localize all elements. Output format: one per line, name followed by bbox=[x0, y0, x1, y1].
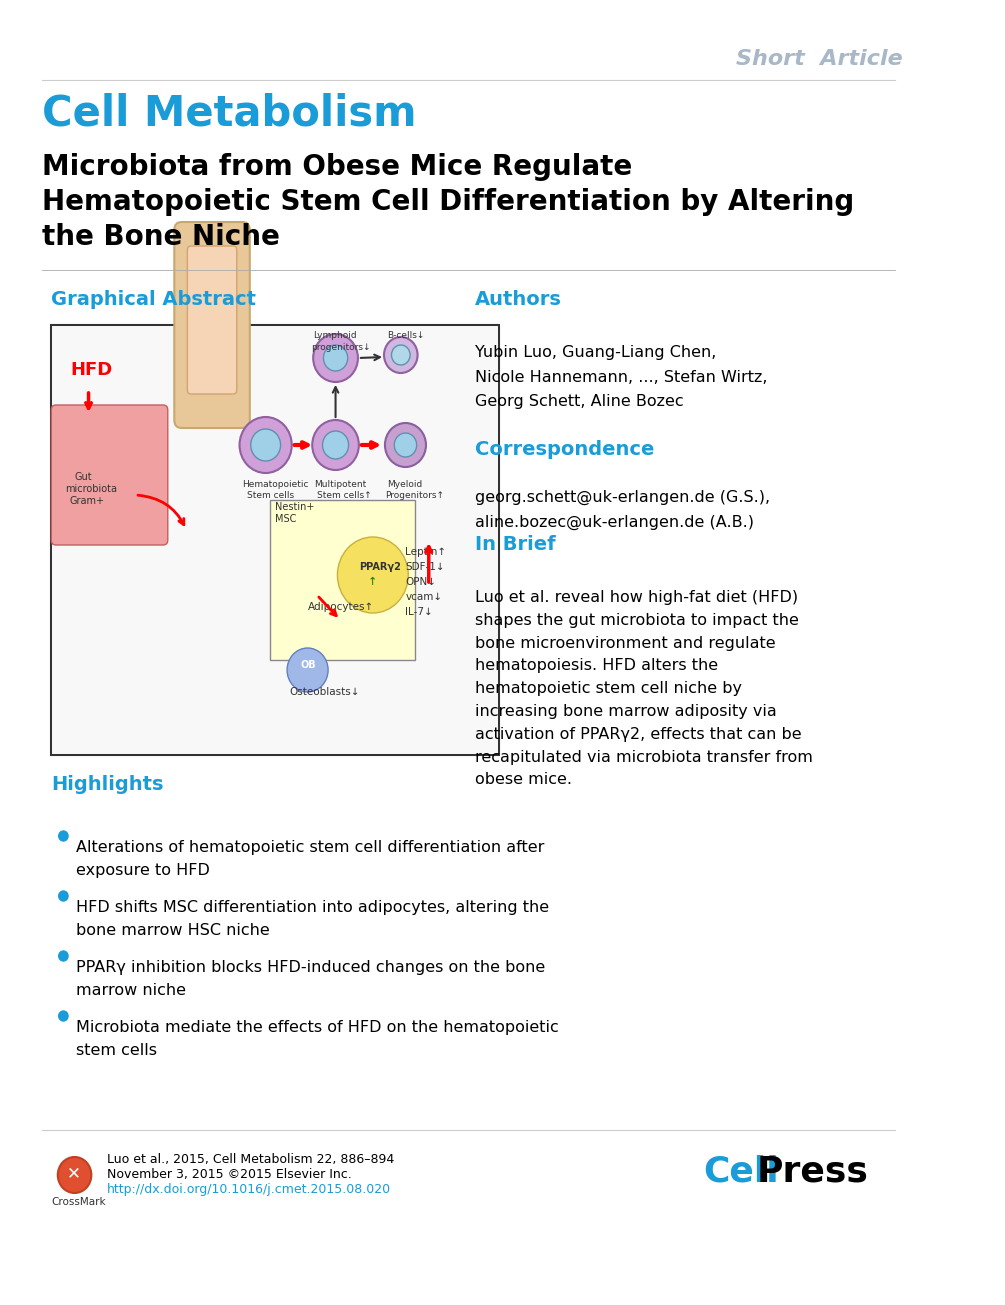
FancyBboxPatch shape bbox=[51, 325, 498, 756]
Circle shape bbox=[392, 345, 410, 365]
Text: Graphical Abstract: Graphical Abstract bbox=[51, 290, 256, 309]
Text: Progenitors↑: Progenitors↑ bbox=[385, 491, 444, 500]
Text: Gram+: Gram+ bbox=[70, 496, 105, 506]
Text: vcam↓: vcam↓ bbox=[405, 592, 442, 602]
Text: OPN↓: OPN↓ bbox=[405, 577, 436, 587]
Circle shape bbox=[385, 423, 426, 467]
Text: progenitors↓: progenitors↓ bbox=[312, 343, 371, 352]
Text: Authors: Authors bbox=[475, 290, 562, 309]
Text: Lymphoid: Lymphoid bbox=[314, 331, 357, 341]
Circle shape bbox=[313, 420, 359, 470]
Text: In Brief: In Brief bbox=[475, 535, 556, 555]
Circle shape bbox=[58, 1011, 68, 1021]
Circle shape bbox=[384, 337, 417, 373]
Text: SDF-1↓: SDF-1↓ bbox=[405, 562, 445, 572]
Text: PPARγ2: PPARγ2 bbox=[359, 562, 401, 572]
Circle shape bbox=[239, 418, 291, 472]
Circle shape bbox=[58, 1158, 91, 1193]
Text: Short  Article: Short Article bbox=[737, 50, 903, 69]
Text: the Bone Niche: the Bone Niche bbox=[42, 223, 279, 251]
Text: Hematopoietic: Hematopoietic bbox=[242, 480, 309, 489]
Text: Highlights: Highlights bbox=[51, 775, 164, 793]
Text: Microbiota mediate the effects of HFD on the hematopoietic
stem cells: Microbiota mediate the effects of HFD on… bbox=[76, 1021, 559, 1058]
FancyBboxPatch shape bbox=[53, 328, 496, 753]
Circle shape bbox=[324, 345, 348, 371]
FancyBboxPatch shape bbox=[51, 405, 168, 545]
Text: Yubin Luo, Guang-Liang Chen,
Nicole Hannemann, ..., Stefan Wirtz,
Georg Schett, : Yubin Luo, Guang-Liang Chen, Nicole Hann… bbox=[475, 345, 768, 410]
Text: Osteoblasts↓: Osteoblasts↓ bbox=[289, 686, 360, 697]
Text: Cell Metabolism: Cell Metabolism bbox=[42, 91, 416, 134]
Circle shape bbox=[250, 429, 280, 461]
Text: OB: OB bbox=[300, 660, 316, 669]
Text: Gut: Gut bbox=[74, 472, 92, 482]
Text: http://dx.doi.org/10.1016/j.cmet.2015.08.020: http://dx.doi.org/10.1016/j.cmet.2015.08… bbox=[108, 1184, 391, 1195]
Text: Luo et al., 2015, Cell Metabolism 22, 886–894: Luo et al., 2015, Cell Metabolism 22, 88… bbox=[108, 1154, 394, 1165]
Text: Leptin↑: Leptin↑ bbox=[405, 547, 446, 557]
Text: B-cells↓: B-cells↓ bbox=[387, 331, 424, 341]
Text: Luo et al. reveal how high-fat diet (HFD)
shapes the gut microbiota to impact th: Luo et al. reveal how high-fat diet (HFD… bbox=[475, 590, 813, 787]
FancyBboxPatch shape bbox=[187, 247, 237, 394]
Text: MSC: MSC bbox=[275, 514, 296, 525]
Circle shape bbox=[394, 433, 417, 457]
Text: Cell: Cell bbox=[704, 1155, 779, 1189]
Text: Alterations of hematopoietic stem cell differentiation after
exposure to HFD: Alterations of hematopoietic stem cell d… bbox=[76, 840, 545, 878]
Text: PPARγ inhibition blocks HFD-induced changes on the bone
marrow niche: PPARγ inhibition blocks HFD-induced chan… bbox=[76, 960, 546, 998]
Circle shape bbox=[58, 891, 68, 900]
Text: ✕: ✕ bbox=[67, 1164, 81, 1182]
Text: ↑: ↑ bbox=[368, 577, 378, 587]
Text: Multipotent: Multipotent bbox=[315, 480, 367, 489]
Text: HFD shifts MSC differentiation into adipocytes, altering the
bone marrow HSC nic: HFD shifts MSC differentiation into adip… bbox=[76, 900, 550, 938]
Text: Adipocytes↑: Adipocytes↑ bbox=[308, 602, 374, 612]
Text: CrossMark: CrossMark bbox=[51, 1197, 106, 1207]
Text: microbiota: microbiota bbox=[65, 484, 118, 495]
Circle shape bbox=[287, 649, 328, 692]
Text: Microbiota from Obese Mice Regulate: Microbiota from Obese Mice Regulate bbox=[42, 153, 632, 181]
Text: Stem cells↑: Stem cells↑ bbox=[317, 491, 372, 500]
Circle shape bbox=[338, 536, 408, 613]
Text: Nestin+: Nestin+ bbox=[275, 502, 315, 512]
Text: November 3, 2015 ©2015 Elsevier Inc.: November 3, 2015 ©2015 Elsevier Inc. bbox=[108, 1168, 352, 1181]
Text: Correspondence: Correspondence bbox=[475, 440, 654, 459]
Text: HFD: HFD bbox=[70, 361, 113, 378]
Text: Hematopoietic Stem Cell Differentiation by Altering: Hematopoietic Stem Cell Differentiation … bbox=[42, 188, 854, 217]
Circle shape bbox=[58, 951, 68, 960]
Text: IL-7↓: IL-7↓ bbox=[405, 607, 433, 617]
FancyBboxPatch shape bbox=[174, 222, 250, 428]
Text: Press: Press bbox=[757, 1155, 868, 1189]
Circle shape bbox=[323, 431, 349, 459]
Text: Myeloid: Myeloid bbox=[387, 480, 422, 489]
Text: Stem cells: Stem cells bbox=[247, 491, 294, 500]
Circle shape bbox=[58, 831, 68, 840]
FancyBboxPatch shape bbox=[270, 500, 415, 660]
Text: georg.schett@uk-erlangen.de (G.S.),
aline.bozec@uk-erlangen.de (A.B.): georg.schett@uk-erlangen.de (G.S.), alin… bbox=[475, 489, 771, 530]
Circle shape bbox=[314, 334, 358, 382]
